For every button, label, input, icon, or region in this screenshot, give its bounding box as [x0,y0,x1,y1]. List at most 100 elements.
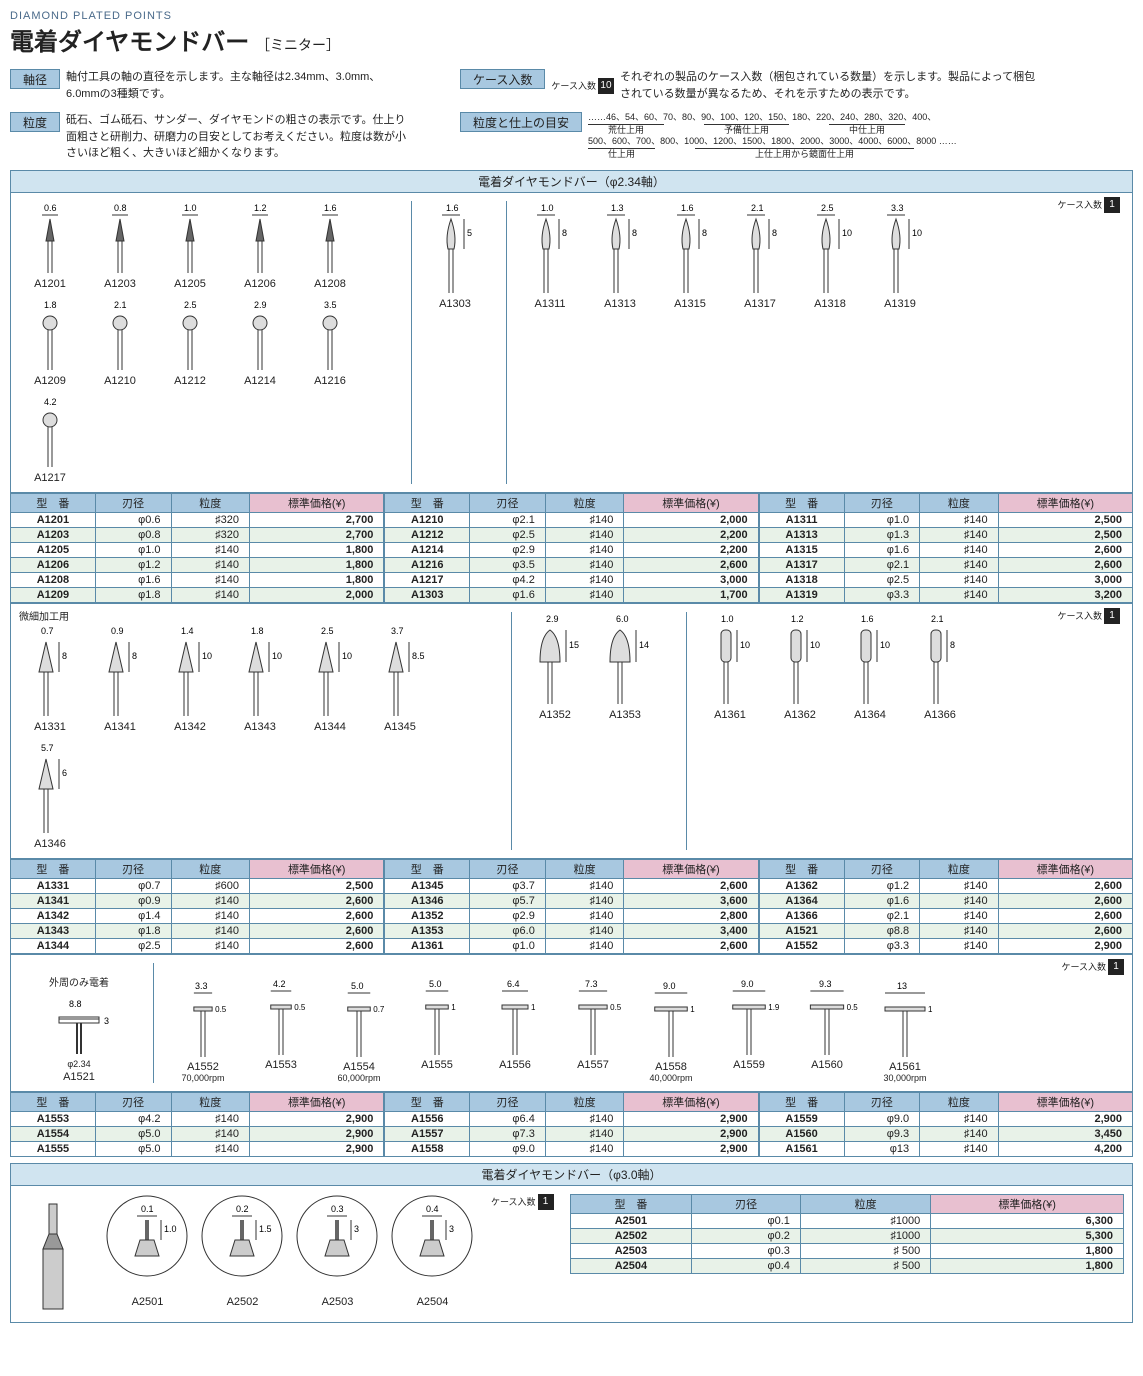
header-title: 電着ダイヤモンドバー ［ミニター］ [10,22,1133,57]
svg-text:3.5: 3.5 [324,300,337,310]
tool-icon: 0.6 [30,201,70,276]
case-badge-4: ケース入数 1 [491,1194,554,1210]
section2-diagrams: 微細加工用 0.7 8 A1331 0.9 8 A1341 1.4 10 A13… [10,603,1133,859]
svg-text:10: 10 [740,640,750,650]
svg-text:0.1: 0.1 [141,1204,154,1214]
disc-shape-icon: 8.83 [39,989,119,1059]
detail-circle-icon: 0.1 1.0 [105,1194,190,1294]
svg-text:0.6: 0.6 [44,203,57,213]
diagram-item: 3.7 8.5 A1345 [369,624,431,733]
diagram-item: 1.6 A1208 [299,201,361,290]
shaft-label: 軸径 [10,69,60,89]
svg-text:0.3: 0.3 [331,1204,344,1214]
diagram-item: 0.7 8 A1331 [19,624,81,733]
diagram-item: 0.9 8 A1341 [89,624,151,733]
disc-icon: 9.3 0.5 [792,977,862,1057]
disc-icon: 9.0 1 [636,979,706,1059]
tool-icon: 1.2 [240,201,280,276]
tool-icon: 1.6 [310,201,350,276]
svg-text:0.8: 0.8 [114,203,127,213]
tool-icon: 1.4 10 [165,624,215,719]
diagram-item: 1.2 10 A1362 [769,612,831,850]
svg-text:0.2: 0.2 [236,1204,249,1214]
disc-item: 7.3 0.5 A1557 [558,977,628,1083]
svg-text:3: 3 [354,1224,359,1234]
svg-text:1: 1 [451,1003,456,1012]
diagram-item: 1.6 10 A1364 [839,612,901,850]
disc-icon: 7.3 0.5 [558,977,628,1057]
disc-item: 13 1 A156130,000rpm [870,979,940,1083]
svg-text:8: 8 [132,651,137,661]
svg-text:2.1: 2.1 [114,300,127,310]
svg-text:10: 10 [342,651,352,661]
section4-title: 電着ダイヤモンドバー（φ3.0軸） [10,1163,1133,1186]
diagram-item: 1.8 10 A1343 [229,624,291,733]
svg-text:1: 1 [928,1005,933,1014]
table2: 型 番刃径粒度標準価格(¥)A1331φ0.7♯6002,500A1341φ0.… [10,859,1133,954]
table1: 型 番刃径粒度標準価格(¥)A1201φ0.6♯3202,700A1203φ0.… [10,493,1133,603]
svg-text:7.3: 7.3 [585,979,598,989]
disc-item: 9.0 1 A155840,000rpm [636,979,706,1083]
shaft30-icon [19,1194,89,1314]
svg-text:1.6: 1.6 [861,614,874,624]
svg-text:0.5: 0.5 [294,1003,306,1012]
diagram-item: 2.1 8 A1317 [729,201,791,484]
svg-text:15: 15 [569,640,579,650]
grit-guide: ……46、54、60、70、80、90、100、120、150、180、220、… [588,112,957,161]
detail-circle-icon: 0.3 3 [295,1194,380,1294]
disc-icon: 4.2 0.5 [246,977,316,1057]
svg-text:3.3: 3.3 [891,203,904,213]
svg-text:0.7: 0.7 [373,1005,385,1014]
tool-icon: 1.6 5 [430,201,480,296]
svg-text:5.0: 5.0 [429,979,442,989]
diagram-item: 1.0 8 A1311 [519,201,581,484]
svg-text:8: 8 [772,228,777,238]
svg-text:1.8: 1.8 [251,626,264,636]
section4-content: 0.1 1.0 A2501 0.2 1.5 A2502 0.3 3 A2503 … [10,1186,1133,1323]
svg-text:1.9: 1.9 [768,1003,780,1012]
tool-icon: 3.5 [310,298,350,373]
svg-text:8: 8 [562,228,567,238]
tool-icon: 0.8 [100,201,140,276]
detail-item: 0.2 1.5 A2502 [200,1194,285,1314]
disc-item: 9.3 0.5 A1560 [792,977,862,1083]
disc-item: 3.3 0.5 A155270,000rpm [168,979,238,1083]
diagram-item: 2.9 A1214 [229,298,291,387]
diagram-item: 5.7 6 A1346 [19,741,81,850]
svg-text:1.0: 1.0 [721,614,734,624]
diagram-item: 3.3 10 A1319 [869,201,931,484]
svg-text:0.5: 0.5 [847,1003,859,1012]
disc-icon: 5.0 1 [402,977,472,1057]
svg-text:2.5: 2.5 [184,300,197,310]
svg-text:1.2: 1.2 [254,203,267,213]
svg-text:10: 10 [880,640,890,650]
detail-item: 0.1 1.0 A2501 [105,1194,190,1314]
section1-title: 電着ダイヤモンドバー（φ2.34軸） [10,170,1133,193]
svg-text:1.8: 1.8 [44,300,57,310]
grit-text: 砥石、ゴム砥石、サンダー、ダイヤモンドの粗さの表示です。仕上り面粗さと研削力、研… [66,112,406,162]
section1-diagrams: 0.6 A1201 0.8 A1203 1.0 A1205 1.2 A1206 … [10,193,1133,493]
tool-icon: 1.8 [30,298,70,373]
tool-icon: 1.2 10 [775,612,825,707]
tool-icon: 1.6 8 [665,201,715,296]
tool-icon: 2.9 [240,298,280,373]
tool-icon: 6.0 14 [598,612,653,707]
svg-text:1.5: 1.5 [259,1224,272,1234]
svg-text:2.1: 2.1 [751,203,764,213]
disc-item: 5.0 1 A1555 [402,977,472,1083]
diagram-item: 2.5 A1212 [159,298,221,387]
disc-item: 9.0 1.9 A1559 [714,977,784,1083]
tool-icon: 1.6 10 [845,612,895,707]
svg-text:5.7: 5.7 [41,743,54,753]
tool-icon: 1.8 10 [235,624,285,719]
svg-text:3: 3 [104,1016,109,1026]
svg-text:1.0: 1.0 [164,1224,177,1234]
disc-icon: 9.0 1.9 [714,977,784,1057]
svg-text:8: 8 [702,228,707,238]
tool-icon: 1.3 8 [595,201,645,296]
tool-icon: 2.5 10 [805,201,855,296]
case-label: ケース入数 [460,69,545,89]
tool-icon: 2.9 15 [528,612,583,707]
tool-icon: 2.5 [170,298,210,373]
svg-text:8: 8 [632,228,637,238]
